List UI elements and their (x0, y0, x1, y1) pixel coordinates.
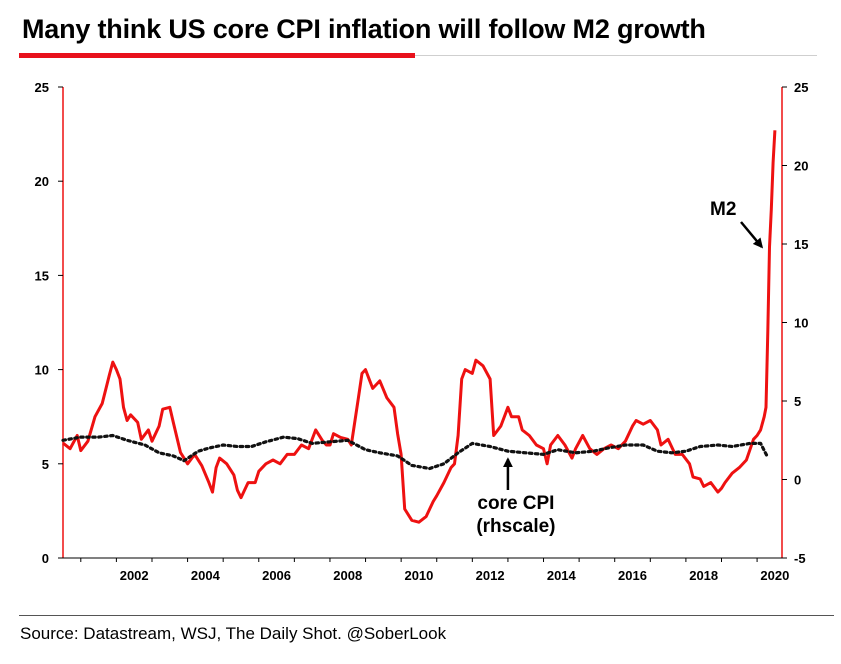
x-tick-label: 2014 (547, 568, 577, 583)
y-right-tick-label: 5 (794, 394, 801, 409)
annotation-cpi-label: core CPI (477, 493, 554, 514)
y-left-tick-label: 15 (35, 268, 49, 283)
x-tick-label: 2020 (760, 568, 789, 583)
x-tick-label: 2010 (404, 568, 433, 583)
y-right-tick-label: -5 (794, 551, 806, 566)
series-line-m2 (62, 130, 777, 524)
y-left-tick-label: 0 (42, 551, 49, 566)
footer-divider (19, 615, 834, 616)
x-tick-label: 2012 (476, 568, 505, 583)
title-accent-bar (19, 53, 415, 58)
x-tick-label: 2008 (333, 568, 362, 583)
y-left-tick-label: 5 (42, 457, 49, 472)
y-right-tick-label: 20 (794, 159, 808, 174)
x-tick-label: 2016 (618, 568, 647, 583)
series-line-core-cpi (61, 433, 770, 471)
y-left-tick-label: 25 (35, 80, 49, 95)
y-right-tick-label: 25 (794, 80, 808, 95)
title-divider (415, 55, 817, 56)
annotation-m2-label: M2 (710, 199, 736, 220)
x-tick-label: 2002 (120, 568, 149, 583)
annotation-cpi-sublabel: (rhscale) (476, 516, 555, 537)
y-right-tick-label: 10 (794, 316, 808, 331)
x-tick-label: 2018 (689, 568, 718, 583)
y-left-tick-label: 20 (35, 174, 49, 189)
y-right-tick-label: 15 (794, 237, 808, 252)
x-tick-label: 2006 (262, 568, 291, 583)
source-note: Source: Datastream, WSJ, The Daily Shot.… (20, 624, 447, 643)
x-tick-label: 2004 (191, 568, 221, 583)
y-left-tick-label: 10 (35, 363, 49, 378)
annotation-m2-arrow (740, 221, 764, 249)
y-right-tick-label: 0 (794, 473, 801, 488)
page-title: Many think US core CPI inflation will fo… (22, 14, 706, 44)
